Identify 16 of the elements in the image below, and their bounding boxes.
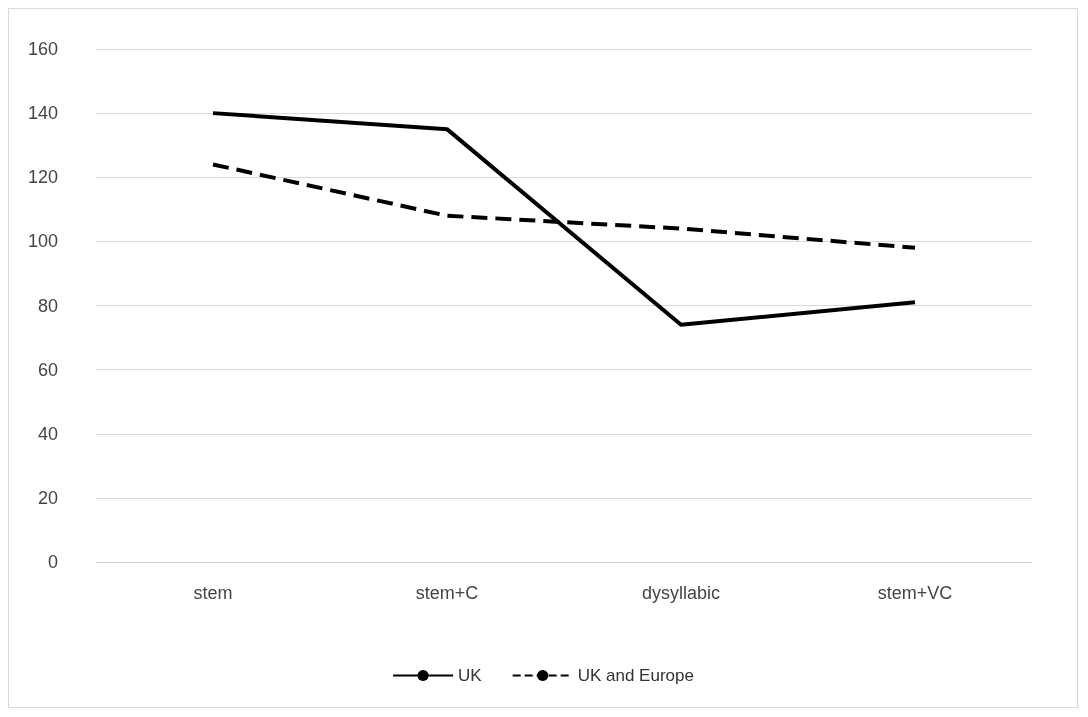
x-tick-label: stem+VC	[877, 583, 953, 603]
x-tick-label: stem+C	[415, 583, 479, 603]
legend-label: UK and Europe	[577, 666, 694, 685]
x-tick-label: dysyllabic	[641, 583, 721, 603]
y-tick-label: 20	[37, 487, 58, 508]
legend-label: UK	[458, 666, 483, 685]
x-tick-label: stem	[193, 583, 233, 603]
line-series	[211, 111, 917, 327]
y-tick-label: 0	[47, 552, 58, 572]
y-tick-label: 80	[37, 295, 58, 316]
y-tick-label: 160	[27, 39, 58, 59]
y-tick-label: 100	[27, 231, 58, 252]
y-tick-label: 40	[37, 423, 58, 444]
y-tick-label: 140	[27, 103, 58, 124]
y-tick-label: 60	[37, 359, 58, 380]
y-tick-label: 120	[27, 167, 58, 188]
